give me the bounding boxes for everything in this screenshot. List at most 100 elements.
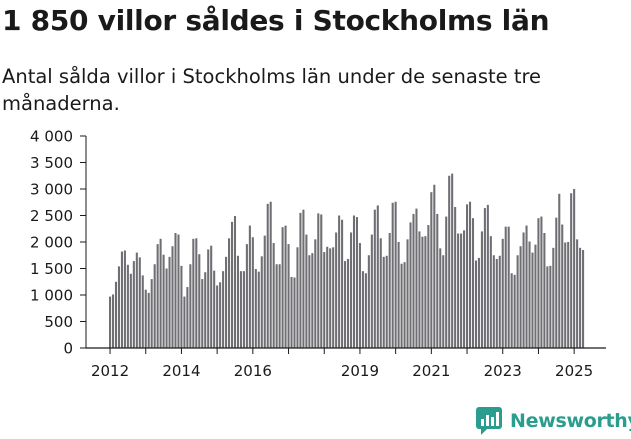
bar [383, 257, 385, 348]
bar [240, 271, 242, 348]
bar [398, 242, 400, 348]
bar [404, 262, 406, 348]
bar [395, 202, 397, 348]
bar [288, 244, 290, 348]
bar [243, 271, 245, 348]
bar [326, 247, 328, 348]
bar [502, 239, 504, 348]
bar [514, 275, 516, 348]
bar [508, 227, 510, 348]
bar [451, 174, 453, 348]
bar [460, 234, 462, 348]
bar [192, 239, 194, 348]
bar [487, 205, 489, 348]
bar [496, 259, 498, 348]
bar [290, 277, 292, 348]
bar [234, 216, 236, 348]
bar [139, 257, 141, 348]
bar [174, 233, 176, 348]
bar [293, 278, 295, 348]
bar [377, 205, 379, 348]
bar [115, 282, 117, 348]
bar [314, 239, 316, 348]
bar [258, 272, 260, 348]
bar [427, 225, 429, 348]
bar [305, 235, 307, 348]
bar [371, 235, 373, 348]
bar [264, 236, 266, 348]
bar [302, 210, 304, 348]
bar [552, 248, 554, 348]
bar [261, 256, 263, 348]
bar [216, 285, 218, 348]
y-tick-label: 1 500 [30, 260, 73, 278]
y-tick-label: 0 [63, 340, 73, 358]
bar [127, 265, 129, 348]
bar [546, 266, 548, 348]
bar [154, 264, 156, 348]
x-tick-label: 2012 [91, 362, 129, 380]
bar [344, 261, 346, 348]
bar [478, 258, 480, 348]
bar [454, 207, 456, 348]
bar [169, 257, 171, 348]
bar [148, 293, 150, 348]
bar [415, 209, 417, 348]
bar [285, 226, 287, 348]
bar [183, 297, 185, 348]
bar [166, 269, 168, 349]
bar [409, 222, 411, 348]
y-axis: 05001 0001 5002 0002 5003 0003 5004 000 [30, 128, 86, 358]
bars [109, 174, 584, 348]
bar [225, 257, 227, 348]
bar [433, 185, 435, 348]
bar [136, 253, 138, 348]
annotations: 1 850 [559, 0, 608, 5]
x-tick-label: 2014 [162, 362, 200, 380]
bar [424, 236, 426, 348]
bar [481, 231, 483, 348]
x-axis: 2012 2014 2016 2019 2021 2023 2025 [86, 348, 606, 380]
bar [151, 279, 153, 348]
bar [189, 264, 191, 348]
newsworthy-logo-icon [476, 407, 502, 435]
bar [332, 247, 334, 348]
bar [531, 253, 533, 348]
bar [564, 243, 566, 348]
bar [186, 287, 188, 348]
bar [267, 204, 269, 348]
y-tick-label: 2 000 [30, 234, 73, 252]
bar [517, 255, 519, 348]
bar [112, 294, 114, 348]
bar [362, 271, 364, 348]
bar [133, 261, 135, 348]
bar [418, 231, 420, 348]
bar [180, 266, 182, 348]
bar [124, 250, 126, 348]
bar [347, 259, 349, 348]
x-tick-label: 2021 [412, 362, 450, 380]
bar [558, 194, 560, 348]
bar [276, 264, 278, 348]
bar-chart: 05001 0001 5002 0002 5003 0003 5004 000 … [0, 0, 631, 439]
bar [579, 248, 581, 348]
bar [246, 244, 248, 348]
bar [466, 204, 468, 348]
bar [299, 213, 301, 348]
bar [171, 246, 173, 348]
bar [252, 237, 254, 348]
bar [365, 273, 367, 348]
bar [231, 222, 233, 348]
y-tick-label: 1 000 [30, 287, 73, 305]
bar [323, 252, 325, 348]
bar [219, 282, 221, 348]
y-tick-label: 4 000 [30, 128, 73, 146]
y-tick-label: 3 000 [30, 181, 73, 199]
bar [255, 269, 257, 348]
bar [526, 226, 528, 348]
bar [475, 261, 477, 348]
bar [270, 202, 272, 348]
bar [537, 218, 539, 348]
brand-logo: Newsworthy [476, 407, 631, 435]
bar [436, 214, 438, 348]
